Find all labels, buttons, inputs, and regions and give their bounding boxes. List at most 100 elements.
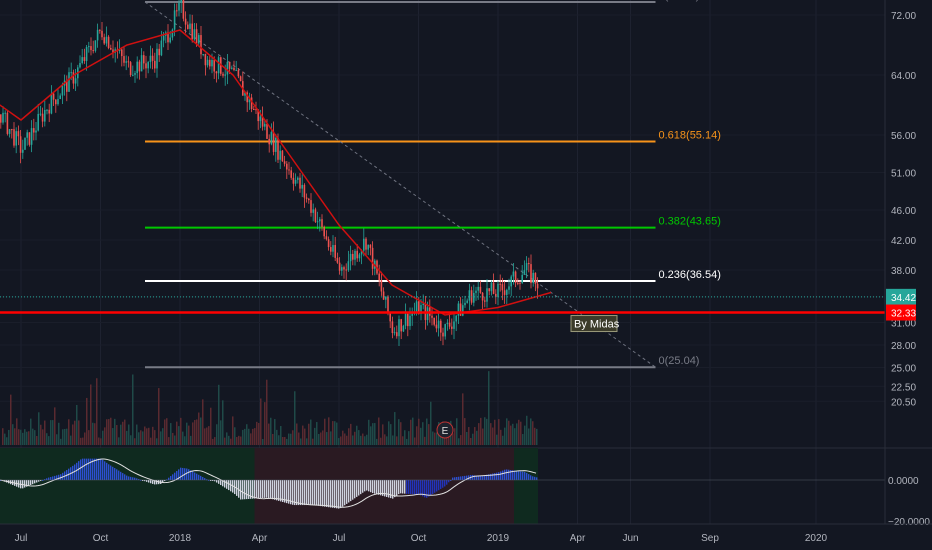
volume-bar	[286, 438, 288, 445]
volume-bar	[32, 428, 34, 445]
candle-body	[314, 209, 317, 222]
annotation-text: By Midas	[574, 319, 620, 331]
histogram-bar	[482, 475, 484, 480]
histogram-bar	[28, 480, 30, 486]
volume-bar	[64, 428, 66, 445]
volume-bar	[158, 388, 160, 445]
volume-bar	[142, 431, 144, 445]
volume-bar	[120, 424, 122, 445]
candle-body	[345, 269, 347, 271]
candle-body	[473, 292, 475, 303]
volume-bar	[188, 425, 190, 445]
histogram-bar	[396, 480, 398, 496]
histogram-bar	[294, 480, 296, 506]
histogram-bar	[492, 473, 494, 480]
earnings-marker[interactable]: E	[436, 421, 454, 439]
volume-bar	[470, 437, 472, 445]
candle-body	[8, 129, 11, 134]
histogram-bar	[74, 464, 76, 480]
volume-bar	[236, 437, 238, 445]
candle-body	[422, 303, 424, 306]
candle-body	[235, 69, 237, 71]
histogram-bar	[108, 464, 110, 480]
histogram-bar	[316, 480, 318, 506]
histogram-bar	[300, 480, 302, 506]
volume-bar	[66, 428, 68, 445]
annotation-label[interactable]: By Midas	[570, 315, 620, 333]
histogram-bar	[326, 480, 328, 507]
volume-bar	[110, 417, 112, 445]
histogram-bar	[34, 480, 36, 484]
histogram-bar	[438, 480, 440, 491]
histogram-bar	[150, 480, 152, 484]
candle-body	[275, 137, 277, 152]
candle-body	[211, 59, 213, 67]
volume-bar	[4, 433, 6, 445]
volume-bar	[214, 437, 216, 445]
candle-body	[512, 271, 515, 277]
volume-bar	[260, 398, 262, 445]
volume-bar	[14, 428, 16, 445]
candle-body	[217, 57, 220, 74]
volume-bar	[38, 412, 40, 445]
volume-bar	[306, 438, 308, 445]
histogram-bar	[44, 479, 46, 481]
histogram-bar	[324, 480, 326, 507]
histogram-bar	[444, 480, 446, 487]
volume-bar	[34, 430, 36, 445]
volume-bar	[116, 425, 118, 445]
osc-zone-bull	[514, 448, 538, 524]
volume-bar	[6, 437, 8, 445]
candle-body	[226, 61, 229, 75]
candle-body	[129, 62, 132, 75]
volume-bar	[318, 433, 320, 445]
volume-bar	[26, 431, 28, 445]
volume-bar	[48, 436, 50, 445]
candle-body	[292, 177, 295, 184]
time-tick-label: Apr	[252, 533, 268, 544]
volume-bar	[466, 432, 468, 445]
histogram-bar	[288, 480, 290, 504]
price-tick-label: 46.00	[891, 206, 916, 217]
volume-bar	[186, 422, 188, 445]
volume-bar	[194, 419, 196, 445]
candle-body	[519, 282, 521, 284]
fibonacci-retracement[interactable]: 1(73.73) 0.618(55.14) 0.382(43.65) 0.236(36…	[145, 0, 721, 369]
histogram-bar	[170, 476, 172, 480]
histogram-bar	[126, 475, 128, 480]
histogram-bar	[190, 470, 192, 480]
histogram-bar	[124, 474, 126, 480]
candle-body	[2, 112, 4, 123]
volume-bar	[228, 435, 230, 445]
histogram-bar	[216, 480, 218, 483]
histogram-bar	[218, 480, 220, 484]
histogram-bar	[350, 480, 352, 502]
candle-body	[319, 219, 321, 222]
histogram-bar	[424, 480, 426, 498]
histogram-bar	[26, 480, 28, 487]
price-axis[interactable]: 72.00 64.00 56.00 51.00 46.00 42.00 38.00 34.42…	[884, 0, 930, 528]
candle-body	[184, 18, 187, 25]
time-tick-label: Jun	[622, 533, 638, 544]
volume-bar	[202, 399, 204, 445]
histogram-bar	[94, 458, 96, 480]
candle-body	[231, 67, 233, 69]
histogram-bar	[252, 480, 254, 499]
histogram-bar	[422, 480, 424, 497]
histogram-bar	[270, 480, 272, 499]
volume-bar	[146, 428, 148, 445]
time-axis[interactable]: Jul Oct 2018 Apr Jul Oct 2019 Apr Jun Sep 2020	[0, 523, 932, 544]
volume-bar	[280, 426, 282, 445]
candle-body	[534, 272, 537, 284]
histogram-bar	[536, 477, 538, 480]
volume-bar	[374, 423, 376, 445]
candle-body	[530, 264, 532, 284]
volume-bar	[242, 429, 244, 445]
candle-body	[147, 62, 149, 69]
volume-bar	[28, 431, 30, 445]
volume-bar	[416, 426, 418, 445]
histogram-bar	[332, 480, 334, 508]
candle-body	[81, 57, 83, 64]
candle-body	[26, 132, 28, 138]
